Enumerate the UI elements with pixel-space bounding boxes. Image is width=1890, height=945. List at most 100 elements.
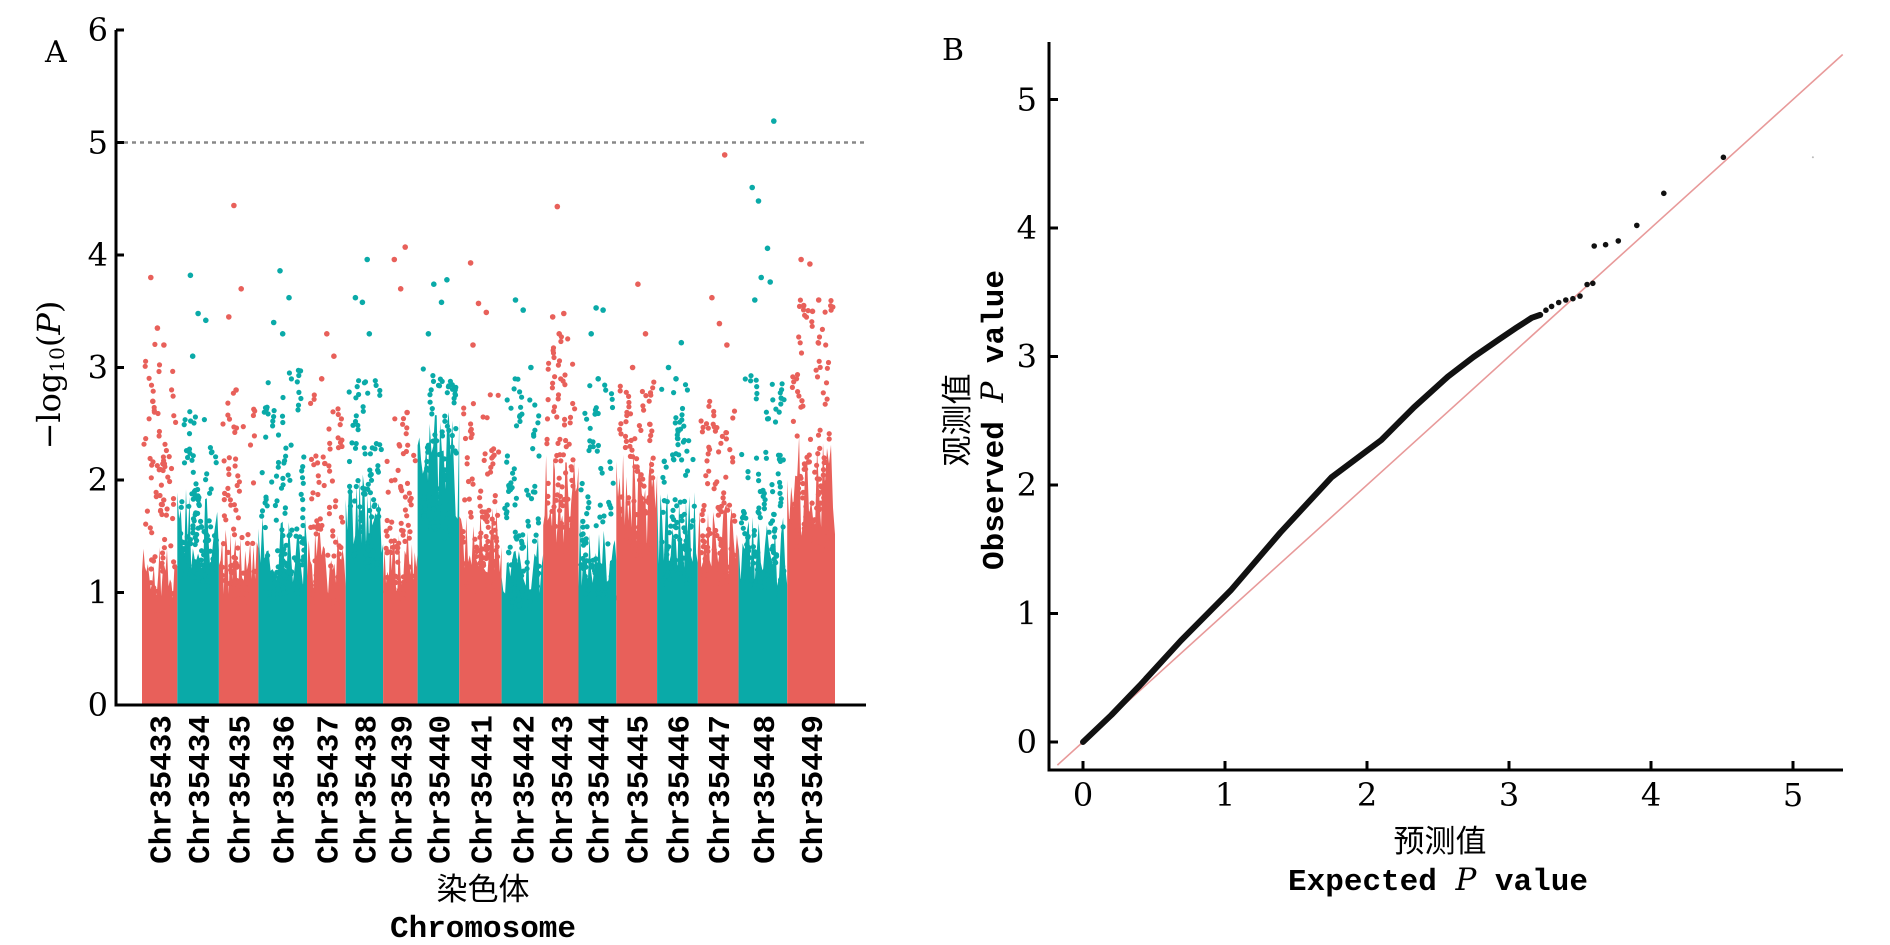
snp-point [549, 539, 555, 545]
snp-point [482, 451, 488, 457]
snp-point [352, 498, 358, 504]
chromosome-group-chr35439 [382, 244, 418, 705]
snp-point [732, 518, 738, 524]
snp-point [722, 568, 728, 574]
snp-point [220, 541, 227, 547]
snp-point [770, 549, 777, 556]
dense-snp-region [417, 412, 460, 705]
snp-point [150, 388, 156, 394]
snp-point [352, 558, 358, 564]
snp-point [346, 458, 353, 465]
snp-point [560, 452, 567, 458]
snp-point [745, 533, 751, 540]
snp-point [684, 448, 690, 454]
snp-point [820, 467, 827, 473]
snp-point [229, 562, 235, 569]
snp-point [706, 444, 712, 450]
snp-point [618, 421, 624, 427]
snp-point [473, 544, 480, 550]
snp-point [719, 433, 726, 439]
snp-point [367, 490, 373, 496]
snp-point [670, 507, 676, 513]
snp-point [360, 408, 366, 414]
snp-point [369, 514, 375, 520]
snp-point [516, 585, 522, 591]
snp-point [213, 460, 219, 466]
snp-point [279, 413, 286, 419]
snp-point [813, 367, 819, 373]
snp-point [152, 341, 158, 347]
snp-point [430, 478, 436, 484]
snp-point [213, 537, 219, 543]
snp-point [375, 463, 381, 469]
snp-point [430, 378, 437, 384]
snp-point [436, 383, 443, 389]
snp-point [312, 558, 318, 564]
snp-point [143, 521, 149, 527]
snp-point [470, 481, 476, 487]
snp-point [742, 554, 748, 560]
snp-point [717, 567, 723, 573]
snp-point [801, 525, 807, 532]
snp-point [220, 421, 226, 427]
snp-point [608, 391, 615, 397]
snp-point [638, 481, 644, 487]
x-tick-label: 4 [1641, 776, 1661, 814]
snp-point [650, 475, 656, 481]
snp-point [199, 562, 205, 568]
snp-point [753, 455, 760, 461]
chromosome-group-chr35448 [738, 118, 788, 705]
snp-point [590, 444, 596, 450]
snp-point [532, 427, 538, 433]
snp-point [726, 564, 732, 570]
snp-point [439, 433, 446, 439]
snp-point [527, 598, 533, 605]
snp-point [231, 526, 237, 532]
dense-snp-region [787, 436, 835, 705]
snp-point [171, 559, 177, 565]
snp-point [638, 427, 644, 433]
snp-point [327, 446, 333, 452]
snp-point [225, 400, 231, 406]
snp-point [700, 544, 707, 550]
snp-point [470, 401, 476, 407]
snp-point [187, 409, 193, 415]
snp-point [536, 413, 542, 419]
snp-point [507, 544, 513, 550]
snp-point [773, 406, 779, 412]
snp-point [504, 453, 510, 459]
snp-point [504, 515, 510, 521]
snp-point [647, 437, 653, 444]
snp-point [532, 483, 538, 489]
snp-point [628, 437, 634, 443]
snp-point [776, 456, 783, 462]
snp-point [679, 457, 685, 463]
snp-point [679, 412, 685, 418]
snp-point [244, 540, 251, 547]
snp-point [375, 467, 381, 473]
x-tick-label: 5 [1783, 776, 1803, 814]
snp-point [317, 554, 323, 560]
chromosome-label: Chr35444 [583, 715, 618, 864]
snp-point [593, 575, 599, 581]
snp-point [795, 389, 801, 395]
snp-point [233, 456, 239, 462]
chromosome-label: Chr35434 [184, 715, 219, 864]
snp-point [315, 473, 321, 479]
snp-point [570, 400, 576, 407]
snp-point [208, 524, 214, 530]
snp-point [607, 459, 613, 465]
snp-point [394, 543, 400, 549]
snp-point [801, 521, 807, 527]
snp-point [618, 506, 624, 512]
snp-point [749, 566, 755, 572]
snp-point [358, 524, 364, 530]
snp-point [622, 433, 629, 439]
snp-point [667, 576, 673, 583]
snp-point [250, 480, 257, 486]
snp-point [790, 374, 796, 380]
snp-point [247, 442, 254, 448]
snp-point [788, 518, 794, 524]
snp-point [309, 496, 315, 502]
snp-point [701, 539, 708, 545]
